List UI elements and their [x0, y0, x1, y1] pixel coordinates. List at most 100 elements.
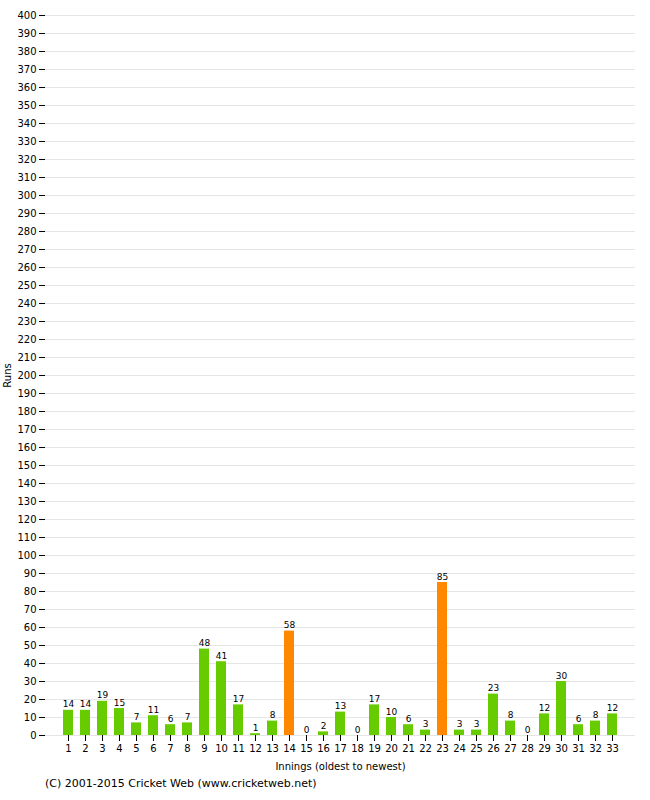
svg-text:380: 380: [17, 46, 36, 57]
svg-text:300: 300: [17, 190, 36, 201]
svg-text:41: 41: [216, 651, 227, 661]
svg-text:23: 23: [436, 743, 449, 754]
svg-text:160: 160: [17, 442, 36, 453]
svg-text:6: 6: [406, 714, 412, 724]
svg-text:48: 48: [199, 638, 211, 648]
svg-text:8: 8: [270, 710, 276, 720]
svg-text:330: 330: [17, 136, 36, 147]
svg-text:85: 85: [437, 572, 448, 582]
svg-text:30: 30: [24, 676, 37, 687]
svg-text:1: 1: [65, 743, 71, 754]
svg-text:18: 18: [351, 743, 364, 754]
svg-text:360: 360: [17, 82, 36, 93]
svg-text:23: 23: [488, 683, 499, 693]
svg-text:0: 0: [525, 725, 531, 735]
svg-text:3: 3: [99, 743, 105, 754]
svg-text:9: 9: [201, 743, 207, 754]
svg-text:4: 4: [116, 743, 122, 754]
svg-text:14: 14: [80, 699, 92, 709]
svg-text:7: 7: [167, 743, 173, 754]
svg-text:19: 19: [368, 743, 381, 754]
svg-text:240: 240: [17, 298, 36, 309]
svg-text:16: 16: [317, 743, 330, 754]
svg-text:180: 180: [17, 406, 36, 417]
svg-text:8: 8: [184, 743, 190, 754]
svg-text:31: 31: [572, 743, 585, 754]
svg-text:10: 10: [24, 712, 37, 723]
svg-text:230: 230: [17, 316, 36, 327]
svg-text:25: 25: [470, 743, 483, 754]
svg-text:15: 15: [114, 698, 125, 708]
svg-text:90: 90: [24, 568, 37, 579]
svg-text:17: 17: [334, 743, 347, 754]
svg-text:20: 20: [385, 743, 398, 754]
svg-text:Innings (oldest to newest): Innings (oldest to newest): [275, 761, 405, 772]
svg-text:58: 58: [284, 620, 296, 630]
svg-text:170: 170: [17, 424, 36, 435]
svg-text:270: 270: [17, 244, 36, 255]
svg-text:11: 11: [148, 705, 159, 715]
svg-text:200: 200: [17, 370, 36, 381]
svg-text:130: 130: [17, 496, 36, 507]
svg-text:15: 15: [300, 743, 313, 754]
svg-text:220: 220: [17, 334, 36, 345]
svg-text:10: 10: [215, 743, 228, 754]
svg-text:12: 12: [249, 743, 262, 754]
svg-text:29: 29: [538, 743, 551, 754]
svg-text:3: 3: [474, 719, 480, 729]
svg-text:17: 17: [369, 694, 380, 704]
svg-text:190: 190: [17, 388, 36, 399]
svg-text:8: 8: [508, 710, 514, 720]
svg-text:6: 6: [576, 714, 582, 724]
svg-text:0: 0: [30, 730, 36, 741]
svg-text:33: 33: [606, 743, 619, 754]
svg-text:19: 19: [97, 690, 109, 700]
svg-text:22: 22: [419, 743, 432, 754]
svg-text:12: 12: [539, 703, 550, 713]
svg-text:400: 400: [17, 10, 36, 21]
svg-text:0: 0: [304, 725, 310, 735]
svg-text:2: 2: [82, 743, 88, 754]
svg-text:1: 1: [253, 723, 259, 733]
svg-text:6: 6: [168, 714, 174, 724]
svg-text:11: 11: [232, 743, 245, 754]
svg-text:260: 260: [17, 262, 36, 273]
svg-text:6: 6: [150, 743, 156, 754]
svg-text:24: 24: [453, 743, 466, 754]
svg-text:370: 370: [17, 64, 36, 75]
svg-text:310: 310: [17, 172, 36, 183]
svg-text:40: 40: [24, 658, 37, 669]
svg-text:14: 14: [283, 743, 296, 754]
svg-text:320: 320: [17, 154, 36, 165]
svg-text:390: 390: [17, 28, 36, 39]
svg-text:12: 12: [607, 703, 618, 713]
svg-text:100: 100: [17, 550, 36, 561]
svg-text:340: 340: [17, 118, 36, 129]
svg-text:8: 8: [593, 710, 599, 720]
svg-text:13: 13: [266, 743, 279, 754]
svg-text:350: 350: [17, 100, 36, 111]
svg-text:290: 290: [17, 208, 36, 219]
svg-text:60: 60: [24, 622, 37, 633]
svg-text:20: 20: [24, 694, 37, 705]
svg-text:14: 14: [63, 699, 75, 709]
svg-text:17: 17: [233, 694, 244, 704]
svg-text:210: 210: [17, 352, 36, 363]
svg-text:140: 140: [17, 478, 36, 489]
svg-text:3: 3: [423, 719, 429, 729]
svg-text:26: 26: [487, 743, 500, 754]
svg-text:21: 21: [402, 743, 415, 754]
svg-text:28: 28: [521, 743, 534, 754]
svg-text:5: 5: [133, 743, 139, 754]
svg-text:30: 30: [555, 743, 568, 754]
svg-text:Runs: Runs: [2, 363, 13, 387]
svg-text:7: 7: [185, 712, 191, 722]
svg-text:70: 70: [24, 604, 37, 615]
svg-text:32: 32: [589, 743, 602, 754]
svg-text:110: 110: [17, 532, 36, 543]
svg-text:30: 30: [556, 671, 568, 681]
svg-text:10: 10: [386, 707, 398, 717]
svg-text:2: 2: [321, 721, 327, 731]
svg-text:7: 7: [134, 712, 140, 722]
svg-text:3: 3: [457, 719, 463, 729]
